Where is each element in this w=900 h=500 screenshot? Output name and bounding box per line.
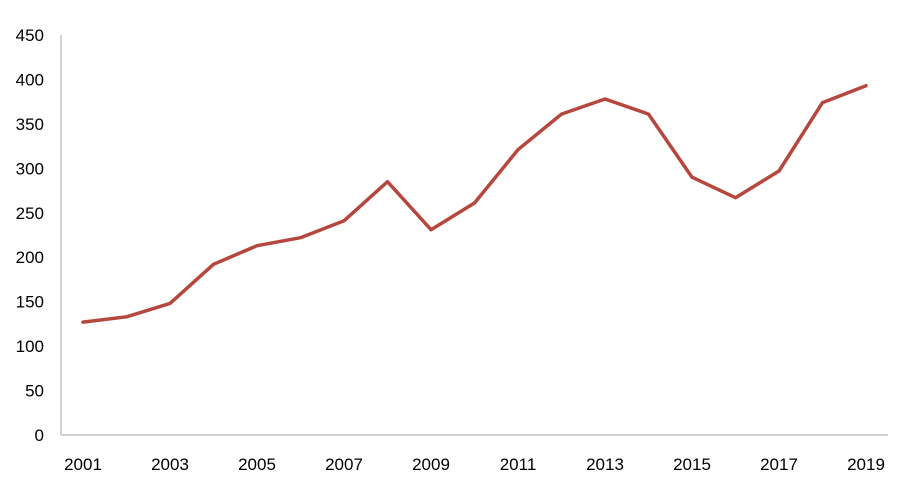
series-group xyxy=(81,83,868,324)
x-tick-label: 2001 xyxy=(64,455,102,474)
x-tick-label: 2007 xyxy=(325,455,363,474)
x-tick-label: 2009 xyxy=(412,455,450,474)
x-tick-label: 2017 xyxy=(760,455,798,474)
x-tick-label: 2011 xyxy=(500,455,537,474)
y-tick-label: 0 xyxy=(35,426,44,445)
x-tick-label: 2015 xyxy=(673,455,711,474)
y-tick-label: 150 xyxy=(16,293,44,312)
y-tick-label: 400 xyxy=(16,70,44,89)
x-tick-label: 2019 xyxy=(847,455,885,474)
y-tick-label: 200 xyxy=(16,248,44,267)
x-tick-label: 2005 xyxy=(238,455,276,474)
x-tick-label: 2003 xyxy=(151,455,189,474)
y-tick-label: 450 xyxy=(16,26,44,45)
y-axis-ticks: 0 50 100 150 200 250 300 350 400 450 xyxy=(16,26,44,445)
y-tick-label: 100 xyxy=(16,337,44,356)
y-tick-label: 350 xyxy=(16,115,44,134)
series-line xyxy=(81,83,868,324)
y-tick-label: 250 xyxy=(16,204,44,223)
x-tick-label: 2013 xyxy=(586,455,624,474)
x-axis-ticks: 2001 2003 2005 2007 2009 2011 2013 2015 2017 2019 xyxy=(64,455,885,474)
y-tick-label: 50 xyxy=(25,382,44,401)
y-tick-label: 300 xyxy=(16,159,44,178)
